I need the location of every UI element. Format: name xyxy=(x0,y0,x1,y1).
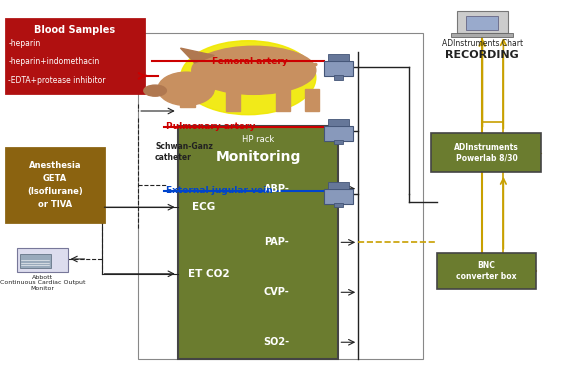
Text: Schwan-Ganz
catheter: Schwan-Ganz catheter xyxy=(155,142,213,162)
Bar xyxy=(328,54,349,61)
Text: -heparin+indomethacin: -heparin+indomethacin xyxy=(8,57,100,66)
Bar xyxy=(328,182,349,189)
Bar xyxy=(276,89,290,111)
Bar xyxy=(6,18,144,92)
Bar xyxy=(138,33,423,359)
Text: ET CO2: ET CO2 xyxy=(188,269,230,279)
Text: ECG: ECG xyxy=(192,202,215,212)
Text: HP rack: HP rack xyxy=(242,135,274,144)
Text: Femoral artery: Femoral artery xyxy=(212,57,287,65)
Text: PAP-: PAP- xyxy=(264,237,288,248)
Text: -heparin: -heparin xyxy=(8,39,41,48)
Bar xyxy=(178,126,338,359)
Text: Abbott
Continuous Cardiac Output
Monitor: Abbott Continuous Cardiac Output Monitor xyxy=(0,275,85,291)
Bar xyxy=(334,75,343,80)
Text: ADInstruments
Powerlab 8/30: ADInstruments Powerlab 8/30 xyxy=(454,143,519,162)
Bar xyxy=(334,140,343,144)
Text: Anesthesia
GETA
(Isoflurane)
or TIVA: Anesthesia GETA (Isoflurane) or TIVA xyxy=(27,161,83,209)
Bar xyxy=(328,119,349,126)
Ellipse shape xyxy=(192,46,316,94)
Text: -EDTA+protease inhibitor: -EDTA+protease inhibitor xyxy=(8,76,106,85)
Bar xyxy=(6,148,104,222)
Text: BNC
converter box: BNC converter box xyxy=(456,261,517,281)
Bar xyxy=(437,253,536,289)
Bar xyxy=(457,11,508,33)
Bar xyxy=(451,33,513,37)
Bar xyxy=(226,89,240,111)
Text: External jugular vein: External jugular vein xyxy=(166,186,273,195)
Text: Monitoring: Monitoring xyxy=(215,150,301,164)
Bar xyxy=(324,189,352,204)
Bar xyxy=(305,89,319,111)
Ellipse shape xyxy=(158,72,214,105)
Bar xyxy=(324,126,352,141)
Text: Blood Samples: Blood Samples xyxy=(34,25,115,35)
Polygon shape xyxy=(180,48,214,63)
Bar xyxy=(466,16,498,30)
Text: CVP-: CVP- xyxy=(264,287,289,297)
Text: ABP-: ABP- xyxy=(264,184,289,194)
Bar xyxy=(324,61,352,76)
Bar xyxy=(20,254,51,268)
Bar xyxy=(180,87,195,107)
Text: SO2-: SO2- xyxy=(264,337,290,347)
Bar xyxy=(431,133,541,172)
Ellipse shape xyxy=(180,41,316,115)
Ellipse shape xyxy=(144,85,166,96)
Text: ADInstruments Chart: ADInstruments Chart xyxy=(442,39,523,48)
Text: Pulmonary artery: Pulmonary artery xyxy=(166,122,255,131)
Bar xyxy=(334,203,343,207)
Text: RECORDING: RECORDING xyxy=(446,50,519,60)
Bar xyxy=(17,248,68,272)
